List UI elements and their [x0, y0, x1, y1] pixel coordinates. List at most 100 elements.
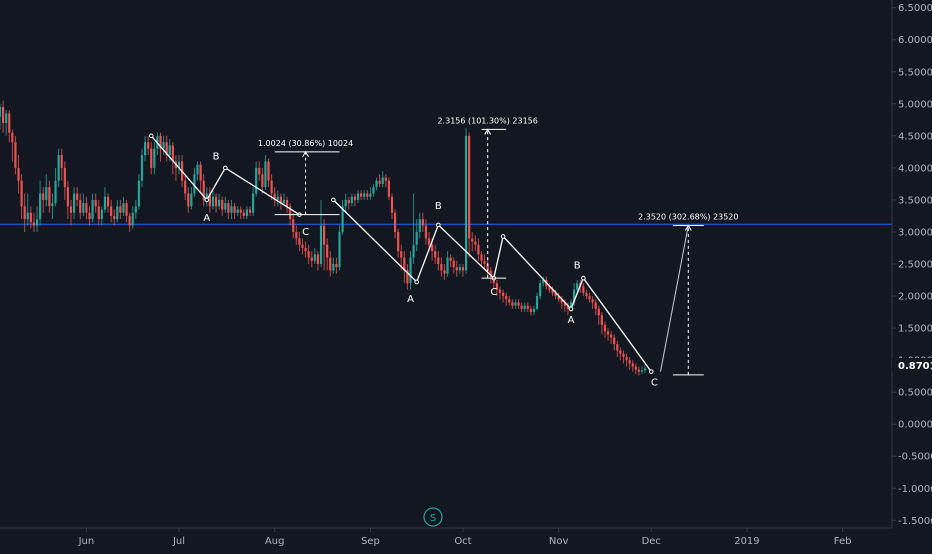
candle-up: [103, 196, 107, 210]
y-tick-label: 1.5000: [898, 324, 932, 335]
candle-up: [464, 135, 468, 271]
candle-down: [585, 292, 588, 297]
candle-down: [289, 206, 292, 220]
candle-down: [239, 209, 242, 213]
candle-down: [489, 270, 492, 277]
candle-down: [471, 238, 474, 242]
candle-up: [356, 193, 360, 200]
candle-down: [14, 142, 17, 168]
candle-up: [72, 193, 76, 213]
candle-down: [11, 132, 14, 143]
wave-point[interactable]: [648, 369, 654, 374]
candle-down: [23, 206, 26, 220]
candle-down: [202, 180, 205, 200]
candle-down: [76, 193, 79, 200]
wave-point[interactable]: [435, 222, 441, 228]
candle-down: [184, 180, 187, 194]
candle-up: [319, 225, 323, 264]
wave-label-a: A: [407, 294, 414, 305]
y-tick-label: 4.0000: [898, 163, 932, 174]
candle-down: [421, 219, 424, 226]
candle-up: [224, 203, 227, 210]
candle-up: [640, 370, 644, 372]
candle-down: [366, 193, 369, 197]
candle-down: [273, 193, 276, 200]
wave-point[interactable]: [500, 234, 506, 239]
candle-up: [100, 209, 103, 220]
candle-down: [110, 206, 113, 216]
wave-point[interactable]: [581, 275, 586, 281]
y-tick-label: 5.0000: [898, 99, 932, 110]
x-tick-label: Nov: [549, 536, 569, 547]
wave-line-2[interactable]: [332, 199, 652, 373]
candle-down: [60, 155, 63, 168]
y-tick-label: -0.5000: [898, 452, 932, 463]
candle-down: [557, 296, 560, 300]
candle-down: [258, 167, 261, 175]
candle-up: [39, 193, 42, 220]
y-tick-label: 4.5000: [898, 131, 932, 142]
candle-down: [554, 292, 557, 297]
candle-down: [347, 199, 350, 204]
candle-down: [390, 196, 394, 213]
candle-up: [255, 167, 258, 194]
wave-point[interactable]: [204, 197, 210, 203]
candle-up: [236, 209, 239, 213]
candle-down: [378, 180, 381, 184]
candle-down: [233, 206, 236, 213]
y-tick-label: 5.5000: [898, 67, 932, 78]
x-tick-label: Oct: [454, 536, 471, 547]
candle-up: [532, 308, 536, 313]
candle-down: [400, 251, 403, 258]
candles-layer: [0, 100, 647, 376]
candle-up: [134, 206, 137, 213]
candle-up: [412, 244, 415, 258]
candle-down: [360, 193, 363, 197]
candle-down: [42, 193, 45, 200]
wave-point[interactable]: [331, 197, 336, 203]
candle-down: [427, 238, 431, 245]
candle-down: [171, 145, 174, 162]
candle-up: [338, 231, 341, 268]
candle-down: [474, 241, 477, 245]
projection-line[interactable]: [660, 225, 689, 372]
y-tick-label: 0.5000: [898, 388, 932, 399]
wave-line-1[interactable]: [150, 135, 300, 216]
candle-down: [242, 212, 245, 216]
y-tick-label: -1.0000: [898, 484, 932, 495]
candle-up: [0, 107, 2, 117]
x-tick-label: Dec: [642, 536, 661, 547]
candle-down: [285, 199, 289, 207]
candle-down: [597, 308, 600, 316]
series-button[interactable]: S: [423, 507, 443, 527]
candle-down: [628, 360, 631, 364]
candle-up: [264, 161, 267, 188]
wave-point[interactable]: [568, 306, 574, 312]
candle-up: [205, 193, 208, 200]
wave-point[interactable]: [148, 133, 154, 139]
candle-up: [369, 193, 372, 197]
x-tick-label: Jun: [78, 536, 95, 547]
wave-point[interactable]: [414, 279, 419, 285]
candle-down: [606, 331, 610, 335]
drawings-layer[interactable]: A B C A B C A B C 1.0024 (30.86%) 10024 2.3156 (10…: [148, 116, 738, 389]
candle-down: [187, 193, 190, 207]
candle-up: [82, 203, 85, 213]
wave-point[interactable]: [223, 165, 228, 171]
candle-down: [159, 135, 162, 149]
x-tick-label: Jul: [172, 536, 185, 547]
y-tick-label: 6.0000: [898, 35, 932, 46]
candle-up: [230, 206, 233, 213]
candle-up: [350, 196, 353, 204]
candle-down: [208, 193, 211, 207]
candle-up: [643, 368, 647, 371]
candle-up: [196, 164, 199, 175]
candle-up: [341, 206, 344, 232]
candle-up: [140, 155, 144, 181]
series-icon[interactable]: [423, 507, 443, 527]
candle-down: [323, 225, 326, 245]
candle-down: [79, 199, 82, 213]
candle-down: [267, 161, 270, 181]
